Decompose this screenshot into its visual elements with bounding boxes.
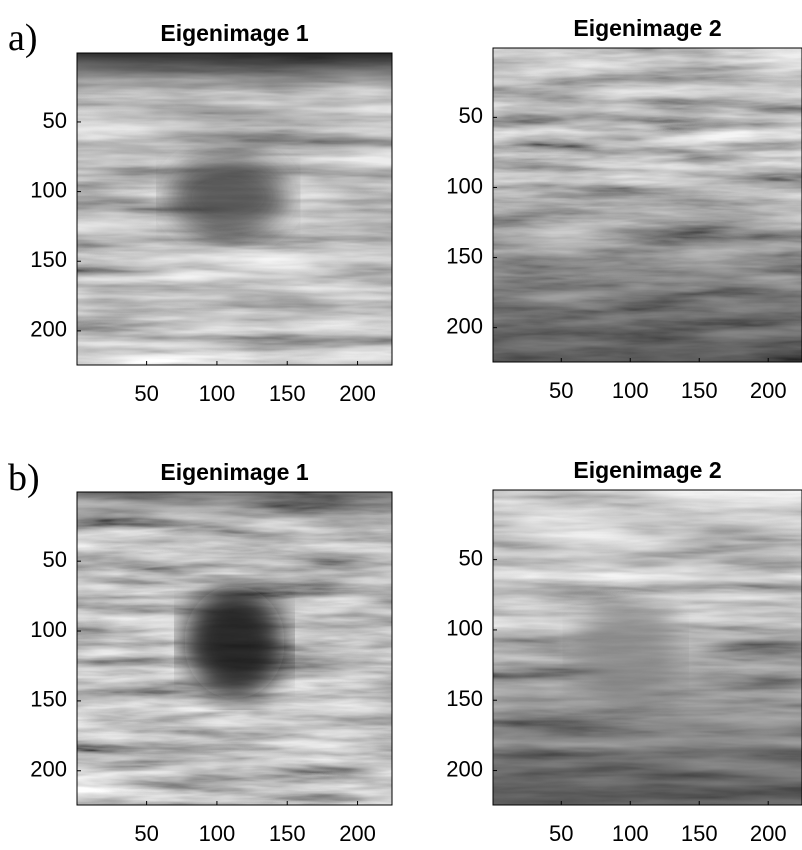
- x-tick-label: 50: [549, 378, 573, 403]
- y-tick-label: 100: [30, 177, 67, 202]
- y-tick-label: 200: [446, 756, 483, 781]
- image: [493, 48, 802, 362]
- x-tick-label: 100: [612, 821, 649, 846]
- y-tick-label: 100: [446, 616, 483, 641]
- chart-title: Eigenimage 1: [160, 20, 308, 46]
- chart-title: Eigenimage 2: [573, 457, 721, 483]
- x-tick-label: 150: [681, 378, 718, 403]
- y-tick-label: 150: [30, 687, 67, 712]
- image: [77, 492, 392, 805]
- x-tick-label: 200: [750, 378, 787, 403]
- x-tick-label: 200: [750, 821, 787, 846]
- y-tick-label: 200: [30, 317, 67, 342]
- y-tick-label: 100: [446, 173, 483, 198]
- y-tick-label: 200: [30, 757, 67, 782]
- y-tick-label: 200: [446, 313, 483, 338]
- panel-label: b): [8, 457, 40, 499]
- x-tick-label: 100: [612, 378, 649, 403]
- y-tick-label: 100: [30, 617, 67, 642]
- x-tick-label: 150: [269, 821, 306, 846]
- figure: a) b) Eigenimage 1 50 100 150 200 50 100 150 200…: [0, 0, 802, 850]
- lesion: [184, 586, 285, 699]
- lesion: [573, 603, 678, 704]
- x-tick-label: 50: [134, 821, 158, 846]
- x-tick-label: 100: [199, 821, 236, 846]
- y-tick-label: 50: [43, 108, 67, 133]
- shade: [493, 48, 802, 362]
- panel-label: a): [8, 17, 38, 59]
- y-tick-label: 50: [459, 545, 483, 570]
- chart-title: Eigenimage 1: [160, 459, 308, 485]
- image: [493, 490, 802, 805]
- chart-title: Eigenimage 2: [573, 15, 721, 41]
- lesion: [168, 156, 288, 237]
- x-tick-label: 50: [134, 381, 158, 406]
- x-tick-label: 150: [681, 821, 718, 846]
- x-tick-label: 100: [199, 381, 236, 406]
- x-tick-label: 200: [339, 821, 376, 846]
- y-tick-label: 50: [43, 547, 67, 572]
- x-tick-label: 200: [339, 381, 376, 406]
- page: a) b) Eigenimage 1 50 100 150 200 50 100 150 200…: [0, 0, 802, 850]
- y-tick-label: 150: [30, 247, 67, 272]
- x-tick-label: 150: [269, 381, 306, 406]
- y-tick-label: 150: [446, 686, 483, 711]
- x-tick-label: 50: [549, 821, 573, 846]
- y-tick-label: 150: [446, 243, 483, 268]
- image: [77, 53, 392, 365]
- y-tick-label: 50: [459, 103, 483, 128]
